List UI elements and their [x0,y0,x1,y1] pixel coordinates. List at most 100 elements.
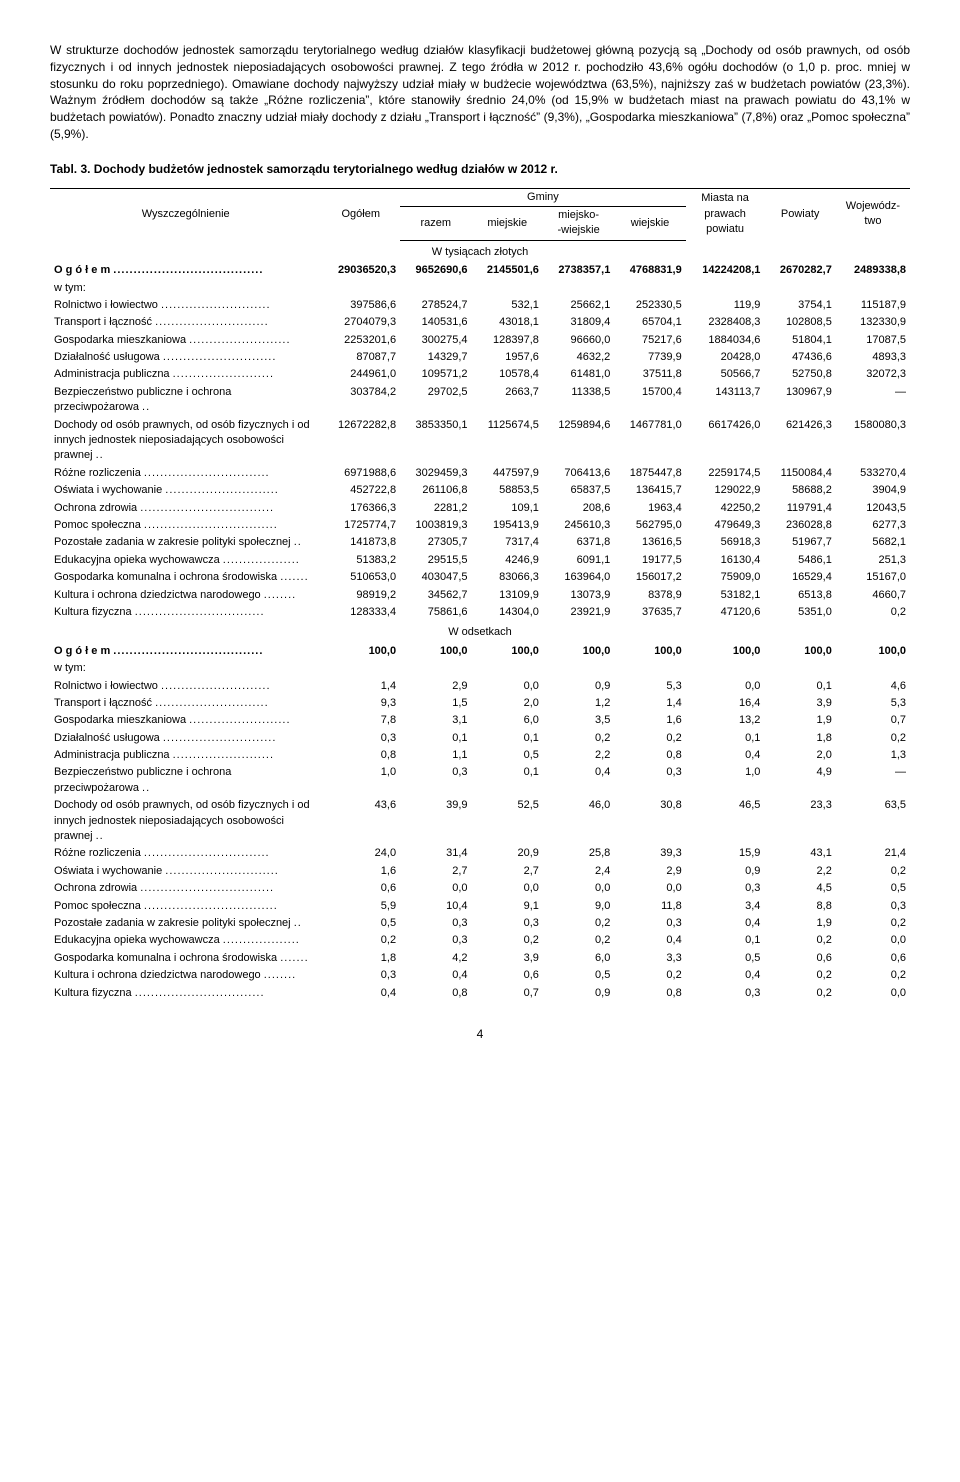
cell-value: 0,4 [614,932,685,949]
cell-value: 119791,4 [764,500,835,517]
cell-value: 5682,1 [836,534,910,551]
cell-value: 0,0 [686,678,765,695]
cell-value: 0,0 [400,880,471,897]
cell-value: 0,1 [400,730,471,747]
cell-value: 128397,8 [472,332,543,349]
cell-value: 3853350,1 [400,417,471,465]
cell-value: 403047,5 [400,569,471,586]
cell-value: 0,2 [836,863,910,880]
row-label: Kultura i ochrona dziedzictwa narodowego… [50,967,321,984]
row-label: Rolnictwo i łowiectwo ..................… [50,297,321,314]
cell-value: 0,4 [543,764,614,797]
cell-value: 46,5 [686,797,765,845]
cell-value: 9,0 [543,898,614,915]
cell-value: 63,5 [836,797,910,845]
cell-value: 0,3 [614,915,685,932]
cell-value: 1,6 [614,712,685,729]
cell-value: 5486,1 [764,552,835,569]
cell-value: 6371,8 [543,534,614,551]
cell-value: 2670282,7 [764,262,835,279]
cell-value: 100,0 [543,643,614,660]
cell-value: 100,0 [472,643,543,660]
cell-value: 0,4 [686,967,765,984]
cell-value: 0,5 [836,880,910,897]
cell-value: 128333,4 [321,604,400,621]
cell-value: 119,9 [686,297,765,314]
cell-value: 5,3 [836,695,910,712]
cell-value: 0,7 [836,712,910,729]
cell-value: 2328408,3 [686,314,765,331]
cell-value: 0,4 [686,747,765,764]
cell-value: 46,0 [543,797,614,845]
cell-value: 100,0 [321,643,400,660]
row-label: Bezpieczeństwo publiczne i ochrona przec… [50,764,321,797]
cell-value: 1,8 [321,950,400,967]
cell-value: 0,3 [472,915,543,932]
cell-value: 0,5 [686,950,765,967]
table-row: Bezpieczeństwo publiczne i ochrona przec… [50,384,910,417]
cell-value: 176366,3 [321,500,400,517]
col-gminy: Gminy [400,188,686,206]
table-row: Dochody od osób prawnych, od osób fizycz… [50,417,910,465]
row-label: Pomoc społeczna ........................… [50,517,321,534]
cell-value: 621426,3 [764,417,835,465]
cell-value: 1125674,5 [472,417,543,465]
cell-value: 2,2 [764,863,835,880]
table-row: Gospodarka komunalna i ochrona środowisk… [50,569,910,586]
cell-value: 0,4 [400,967,471,984]
row-label: Transport i łączność ...................… [50,695,321,712]
cell-value: 19177,5 [614,552,685,569]
cell-value: 0,3 [321,967,400,984]
cell-value: 11,8 [614,898,685,915]
table-row: Administracja publiczna ................… [50,366,910,383]
cell-value: 115187,9 [836,297,910,314]
cell-value: 1150084,4 [764,465,835,482]
cell-value: 2663,7 [472,384,543,417]
cell-value: 31,4 [400,845,471,862]
cell-value: 4893,3 [836,349,910,366]
cell-value: 5351,0 [764,604,835,621]
cell-value: 75861,6 [400,604,471,621]
row-label: O g ó ł e m ............................… [50,262,321,279]
cell-value: 50566,7 [686,366,765,383]
table-row: Różne rozliczenia ......................… [50,845,910,862]
table-row: O g ó ł e m ............................… [50,643,910,660]
cell-value: 13109,9 [472,587,543,604]
cell-value: 7739,9 [614,349,685,366]
cell-value: 58688,2 [764,482,835,499]
cell-value: 533270,4 [836,465,910,482]
cell-value: 10,4 [400,898,471,915]
cell-value: 23921,9 [543,604,614,621]
cell-value: 43,1 [764,845,835,862]
row-label: Rolnictwo i łowiectwo ..................… [50,678,321,695]
cell-value: 0,9 [543,985,614,1002]
cell-value: 0,1 [472,764,543,797]
cell-value: 43018,1 [472,314,543,331]
cell-value: 0,1 [472,730,543,747]
cell-value: 3,3 [614,950,685,967]
cell-value: 3029459,3 [400,465,471,482]
budget-table: Wyszczególnienie Ogółem Gminy Miasta na … [50,188,910,1002]
cell-value: 2738357,1 [543,262,614,279]
col-powiaty: Powiaty [764,188,835,240]
cell-value: 0,5 [321,915,400,932]
cell-value: 2253201,6 [321,332,400,349]
col-razem: razem [400,206,471,240]
table-row: O g ó ł e m ............................… [50,262,910,279]
cell-value: 252330,5 [614,297,685,314]
page-number: 4 [50,1026,910,1043]
cell-value: 13616,5 [614,534,685,551]
cell-value: 0,1 [686,932,765,949]
cell-value: 12043,5 [836,500,910,517]
cell-value: 30,8 [614,797,685,845]
cell-value: 397586,6 [321,297,400,314]
cell-value: 21,4 [836,845,910,862]
cell-value: 37635,7 [614,604,685,621]
cell-value: 15700,4 [614,384,685,417]
cell-value: 7,8 [321,712,400,729]
cell-value [686,280,765,297]
row-label: Gospodarka mieszkaniowa ................… [50,712,321,729]
cell-value [614,280,685,297]
cell-value: 1,6 [321,863,400,880]
cell-value: 0,3 [400,932,471,949]
